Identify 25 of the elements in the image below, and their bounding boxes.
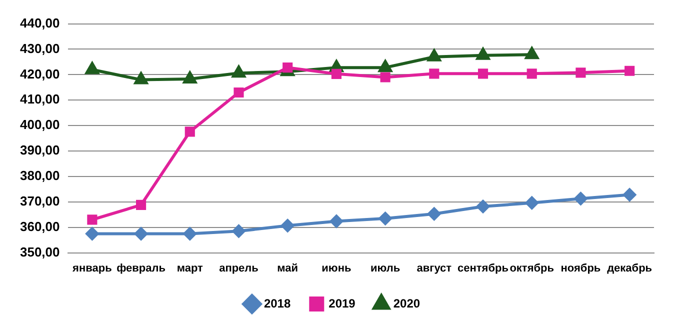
legend-label: 2019 bbox=[328, 296, 356, 310]
x-tick-label: октябрь bbox=[510, 262, 554, 274]
x-tick-label: июль bbox=[370, 262, 400, 274]
y-tick-label: 440,00 bbox=[20, 15, 60, 30]
x-tick-label: май bbox=[277, 262, 298, 274]
legend-label: 2018 bbox=[264, 296, 291, 310]
y-tick-label: 410,00 bbox=[20, 92, 60, 107]
x-tick-label: ноябрь bbox=[560, 262, 601, 274]
y-tick-label: 430,00 bbox=[20, 40, 60, 56]
x-tick-label: март bbox=[176, 262, 204, 274]
x-tick-label: август bbox=[416, 262, 452, 274]
x-tick-label: апрель bbox=[219, 262, 259, 274]
y-tick-label: 390,00 bbox=[20, 142, 60, 158]
y-tick-label: 420,00 bbox=[20, 66, 60, 82]
x-tick-label: февраль bbox=[116, 262, 166, 274]
y-tick-label: 400,00 bbox=[20, 117, 60, 132]
legend-label: 2020 bbox=[393, 296, 420, 310]
y-tick-label: 370,00 bbox=[20, 193, 60, 208]
y-tick-label: 350,00 bbox=[20, 244, 60, 260]
y-tick-label: 360,00 bbox=[20, 218, 60, 234]
y-tick-label: 380,00 bbox=[20, 168, 60, 184]
x-tick-label: сентябрь bbox=[458, 262, 509, 274]
x-tick-label: декабрь bbox=[607, 262, 652, 274]
x-tick-label: июнь bbox=[322, 262, 352, 274]
x-tick-label: январь bbox=[72, 262, 112, 274]
